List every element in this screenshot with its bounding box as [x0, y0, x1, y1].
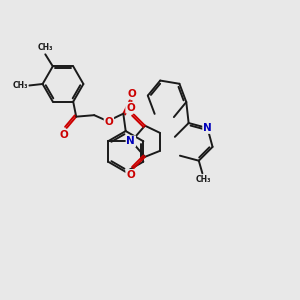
Text: O: O [126, 170, 135, 180]
Text: O: O [127, 88, 136, 99]
Text: N: N [203, 123, 212, 133]
Text: CH₃: CH₃ [195, 176, 211, 184]
Text: O: O [126, 103, 135, 113]
Text: N: N [127, 136, 135, 146]
Text: O: O [104, 117, 113, 127]
Text: CH₃: CH₃ [12, 81, 28, 90]
Text: O: O [60, 130, 69, 140]
Text: CH₃: CH₃ [38, 43, 53, 52]
